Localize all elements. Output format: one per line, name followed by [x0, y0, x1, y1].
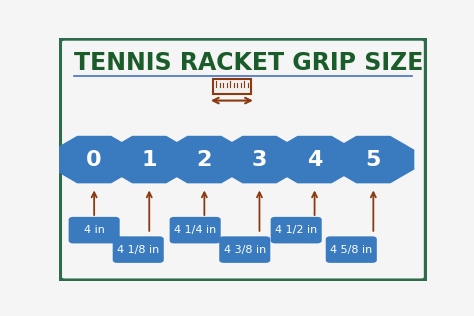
Text: 5: 5 [365, 149, 381, 170]
FancyBboxPatch shape [213, 79, 251, 94]
FancyBboxPatch shape [219, 236, 270, 263]
FancyBboxPatch shape [271, 217, 322, 243]
Polygon shape [164, 136, 246, 183]
Polygon shape [332, 136, 414, 183]
Text: 0: 0 [86, 149, 102, 170]
Polygon shape [219, 136, 301, 183]
FancyBboxPatch shape [326, 236, 377, 263]
Text: 4 in: 4 in [84, 225, 105, 235]
Polygon shape [273, 136, 356, 183]
Text: 4: 4 [307, 149, 322, 170]
Text: 4 1/8 in: 4 1/8 in [117, 245, 159, 255]
Text: TENNIS RACKET GRIP SIZE: TENNIS RACKET GRIP SIZE [74, 51, 423, 75]
FancyBboxPatch shape [69, 217, 119, 243]
Text: 1: 1 [142, 149, 157, 170]
Polygon shape [53, 136, 135, 183]
Text: 2: 2 [197, 149, 212, 170]
Polygon shape [108, 136, 190, 183]
FancyBboxPatch shape [170, 217, 221, 243]
Text: 4 5/8 in: 4 5/8 in [330, 245, 373, 255]
FancyBboxPatch shape [59, 38, 427, 281]
Text: 4 3/8 in: 4 3/8 in [224, 245, 266, 255]
Text: 4 1/2 in: 4 1/2 in [275, 225, 317, 235]
Text: 4 1/4 in: 4 1/4 in [174, 225, 216, 235]
FancyBboxPatch shape [113, 236, 164, 263]
Text: 3: 3 [252, 149, 267, 170]
